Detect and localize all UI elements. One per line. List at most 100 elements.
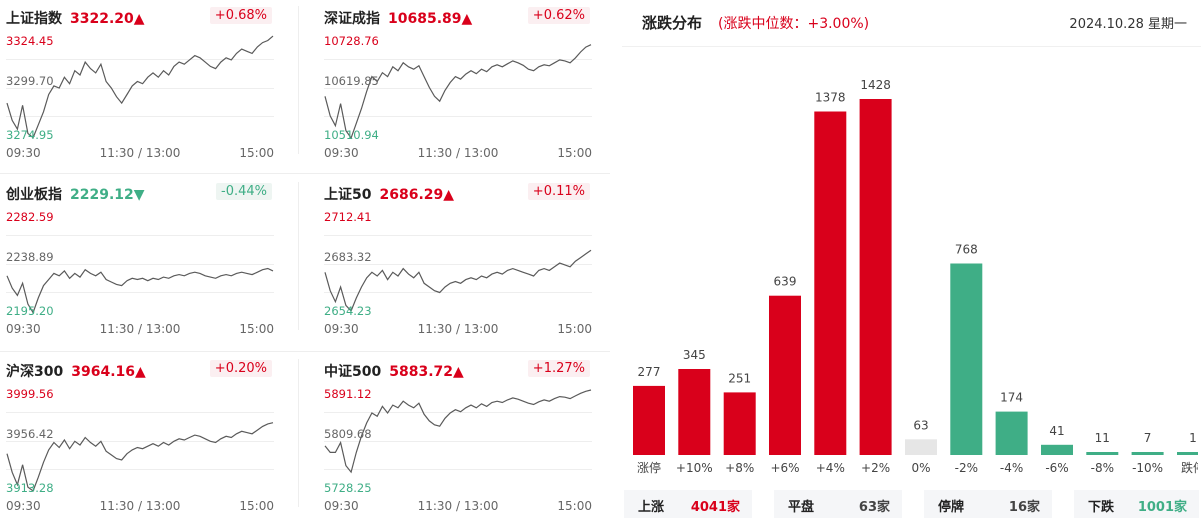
index-panel-chinext[interactable]: 创业板指 2229.12▼ -0.44% 2282.59 2238.89 2195.20 0… [6, 182, 274, 342]
summary-label: 停牌 [938, 500, 965, 515]
distribution-bar[interactable] [633, 385, 665, 455]
time-label-open: 09:30 [6, 322, 41, 336]
distribution-bar[interactable] [950, 263, 983, 456]
intraday-chart-svg [324, 235, 592, 312]
index-value: 10685.89▲ [388, 11, 473, 27]
distribution-bar[interactable] [1086, 452, 1119, 455]
axis-high-label: 10728.76 [324, 34, 379, 48]
category-label: -2% [955, 461, 978, 475]
index-name: 上证50 2686.29▲ [324, 187, 455, 203]
distribution-bar[interactable] [905, 439, 937, 455]
distribution-median: (涨跌中位数：+3.00%) [718, 16, 870, 32]
distribution-title: 涨跌分布 [642, 14, 703, 32]
category-label: +2% [861, 461, 890, 475]
intraday-chart-svg [324, 44, 592, 140]
bar-value-label: 41 [1049, 424, 1064, 438]
distribution-bar[interactable] [678, 369, 711, 455]
summary-value: 1001家 [1137, 500, 1187, 515]
index-name: 深证成指 10685.89▲ [324, 11, 473, 27]
bar-value-label: 1378 [815, 91, 846, 105]
time-label-close: 15:00 [557, 146, 592, 160]
time-label-midday: 11:30 / 13:00 [417, 322, 499, 336]
bar-value-label: 1428 [860, 78, 891, 92]
time-label-close: 15:00 [239, 499, 274, 513]
intraday-chart: 2712.41 2683.32 2654.23 [324, 207, 592, 320]
axis-mid-label: 10619.85 [324, 74, 379, 88]
index-change-badge: +0.68% [209, 7, 272, 24]
column-divider [298, 359, 299, 507]
distribution-bar[interactable] [1177, 452, 1198, 455]
arrow-down-icon: ▼ [133, 187, 145, 203]
distribution-bar[interactable] [859, 99, 892, 455]
category-label: +10% [676, 461, 713, 475]
index-change-badge: +0.20% [209, 360, 272, 377]
category-label: 涨停 [637, 460, 661, 475]
index-panel-csi300[interactable]: 沪深300 3964.16▲ +0.20% 3999.56 3956.42 3913.28… [6, 359, 274, 519]
category-label: -8% [1091, 461, 1114, 475]
intraday-chart: 3999.56 3956.42 3913.28 [6, 384, 274, 497]
index-value: 3322.20▲ [70, 11, 145, 27]
index-name: 创业板指 2229.12▼ [6, 187, 145, 203]
time-label-close: 15:00 [239, 146, 274, 160]
axis-mid-label: 2683.32 [324, 250, 372, 264]
distribution-bar[interactable] [1131, 452, 1164, 455]
summary-label: 下跌 [1088, 500, 1115, 515]
bar-value-label: 251 [728, 371, 751, 385]
bar-value-label: 345 [683, 348, 706, 362]
column-divider [298, 182, 299, 330]
arrow-up-icon: ▲ [133, 11, 145, 27]
distribution-bar[interactable] [995, 411, 1028, 455]
bar-value-label: 1 [1189, 431, 1197, 445]
distribution-bar[interactable] [723, 392, 756, 455]
bar-value-label: 768 [955, 243, 978, 257]
axis-mid-label: 2238.89 [6, 250, 54, 264]
axis-low-label: 2195.20 [6, 304, 54, 318]
summary-label: 平盘 [788, 500, 815, 515]
time-label-midday: 11:30 / 13:00 [99, 146, 181, 160]
intraday-chart: 3324.45 3299.70 3274.95 [6, 31, 274, 144]
index-change-badge: +1.27% [527, 360, 590, 377]
intraday-chart: 10728.76 10619.85 10510.94 [324, 31, 592, 144]
time-label-midday: 11:30 / 13:00 [417, 146, 499, 160]
index-header: 创业板指 2229.12▼ -0.44% [6, 182, 274, 204]
axis-low-label: 2654.23 [324, 304, 372, 318]
time-label-midday: 11:30 / 13:00 [417, 499, 499, 513]
time-label-close: 15:00 [239, 322, 274, 336]
column-divider [298, 6, 299, 154]
index-header: 沪深300 3964.16▲ +0.20% [6, 359, 274, 381]
bar-value-label: 277 [638, 365, 661, 379]
arrow-up-icon: ▲ [135, 364, 146, 380]
time-label-midday: 11:30 / 13:00 [99, 499, 181, 513]
axis-high-label: 5891.12 [324, 387, 372, 401]
price-line [324, 249, 592, 312]
intraday-chart: 2282.59 2238.89 2195.20 [6, 207, 274, 320]
distribution-bar[interactable] [814, 111, 847, 456]
index-change-badge: -0.44% [216, 183, 272, 200]
category-label: +6% [770, 461, 799, 475]
summary-suspended: 停牌 16家 [924, 490, 1052, 518]
index-value: 2229.12▼ [70, 187, 145, 203]
intraday-chart-svg [324, 389, 592, 474]
row-divider [0, 351, 610, 352]
index-value: 2686.29▲ [379, 187, 455, 203]
price-line [6, 267, 274, 314]
index-panel-sse50[interactable]: 上证50 2686.29▲ +0.11% 2712.41 2683.32 2654.23 0… [324, 182, 592, 342]
time-label-open: 09:30 [324, 146, 359, 160]
index-panel-shenzhen-component[interactable]: 深证成指 10685.89▲ +0.62% 10728.76 10619.85 10510… [324, 6, 592, 166]
row-divider [0, 173, 610, 174]
price-line [324, 389, 592, 474]
time-label-open: 09:30 [324, 499, 359, 513]
distribution-bar[interactable] [1041, 444, 1073, 455]
index-panel-csi500[interactable]: 中证500 5883.72▲ +1.27% 5891.12 5809.68 5728.25… [324, 359, 592, 519]
price-line [6, 35, 274, 139]
index-name: 中证500 5883.72▲ [324, 364, 464, 380]
distribution-bar[interactable] [769, 295, 801, 455]
category-label: +4% [816, 461, 845, 475]
intraday-chart-svg [6, 235, 274, 314]
bar-value-label: 63 [913, 418, 928, 432]
index-name: 上证指数 3322.20▲ [6, 11, 145, 27]
index-value: 5883.72▲ [389, 364, 464, 380]
category-label: 0% [911, 461, 930, 475]
index-panel-shanghai-composite[interactable]: 上证指数 3322.20▲ +0.68% 3324.45 3299.70 3274.95 0… [6, 6, 274, 166]
time-label-close: 15:00 [557, 322, 592, 336]
